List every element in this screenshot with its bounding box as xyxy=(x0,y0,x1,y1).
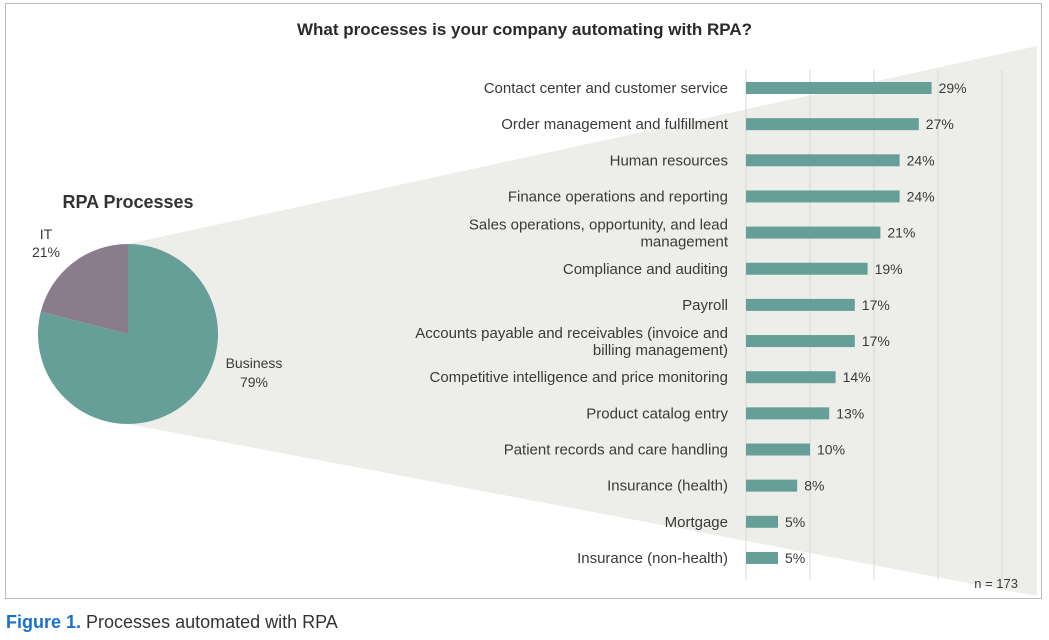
pie-slice xyxy=(37,244,218,424)
bar xyxy=(746,371,836,384)
category-label: Insurance (health) xyxy=(607,478,728,495)
pie-title: RPA Processes xyxy=(62,192,193,212)
pie-slice-value: 79% xyxy=(240,374,268,390)
category-label: Order management and fulfillment xyxy=(501,116,729,133)
sample-size-note: n = 173 xyxy=(974,576,1018,591)
category-label: Patient records and care handling xyxy=(504,442,728,459)
bar xyxy=(746,407,830,420)
category-label: Human resources xyxy=(610,152,728,169)
bar-value-label: 27% xyxy=(926,116,954,132)
bar xyxy=(746,190,900,203)
figure-caption: Figure 1. Processes automated with RPA xyxy=(6,612,338,633)
category-label: Finance operations and reporting xyxy=(508,188,728,205)
category-label: billing management) xyxy=(593,342,728,359)
bar-value-label: 24% xyxy=(907,152,935,168)
bar xyxy=(746,262,868,275)
bar xyxy=(746,226,881,239)
bar-value-label: 10% xyxy=(817,442,845,458)
figure-caption-text: Processes automated with RPA xyxy=(86,612,338,632)
category-label: Payroll xyxy=(682,297,728,314)
chart-title: What processes is your company automatin… xyxy=(297,20,752,39)
bar-value-label: 5% xyxy=(785,550,805,566)
category-label: Competitive intelligence and price monit… xyxy=(430,369,729,386)
bar-value-label: 19% xyxy=(875,261,903,277)
category-label: Mortgage xyxy=(665,514,728,531)
bar-value-label: 5% xyxy=(785,514,805,530)
category-label: Insurance (non-health) xyxy=(577,550,728,567)
bar xyxy=(746,118,919,131)
pie-slice-label: Business xyxy=(226,355,283,371)
category-label: management xyxy=(640,234,728,251)
category-label: Contact center and customer service xyxy=(484,80,728,97)
bar xyxy=(746,479,798,492)
chart-canvas: 29% Contact center and customer service 27… xyxy=(32,46,1037,596)
figure-label: Figure 1. xyxy=(6,612,82,632)
bar xyxy=(746,335,855,348)
category-label: Sales operations, opportunity, and lead xyxy=(469,217,728,234)
bar-value-label: 17% xyxy=(862,297,890,313)
bar-value-label: 14% xyxy=(843,369,871,385)
bar xyxy=(746,515,778,528)
pie-slice-value: 21% xyxy=(32,244,60,260)
bar-value-label: 29% xyxy=(939,80,967,96)
bar xyxy=(746,82,932,94)
category-label: Accounts payable and receivables (invoic… xyxy=(415,325,728,342)
bar-value-label: 8% xyxy=(804,478,824,494)
bar-value-label: 24% xyxy=(907,188,935,204)
bar-value-label: 17% xyxy=(862,333,890,349)
category-label: Compliance and auditing xyxy=(563,261,728,278)
category-label: Product catalog entry xyxy=(586,405,728,422)
pie-slice-label: IT xyxy=(40,226,53,242)
bar xyxy=(746,551,778,564)
bar-value-label: 13% xyxy=(836,405,864,421)
bar xyxy=(746,443,810,456)
bar-value-label: 21% xyxy=(887,225,915,241)
bar xyxy=(746,298,855,311)
bar xyxy=(746,154,900,167)
pie-slice xyxy=(40,244,128,334)
